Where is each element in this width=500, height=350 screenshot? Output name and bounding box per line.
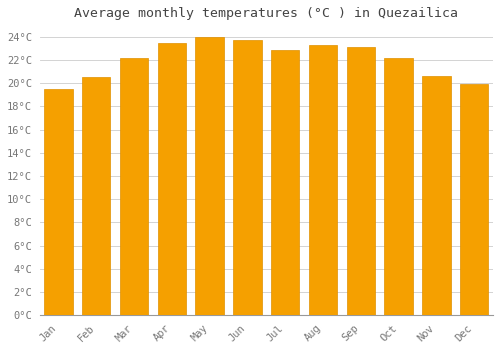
Bar <box>346 47 375 315</box>
Bar <box>309 45 337 315</box>
Bar <box>196 37 224 315</box>
Bar <box>44 89 72 315</box>
Bar <box>158 43 186 315</box>
Bar <box>82 77 110 315</box>
Title: Average monthly temperatures (°C ) in Quezailica: Average monthly temperatures (°C ) in Qu… <box>74 7 458 20</box>
Bar <box>271 50 300 315</box>
Bar <box>460 84 488 315</box>
Bar <box>120 58 148 315</box>
Bar <box>384 58 413 315</box>
Bar <box>422 76 450 315</box>
Bar <box>234 40 262 315</box>
